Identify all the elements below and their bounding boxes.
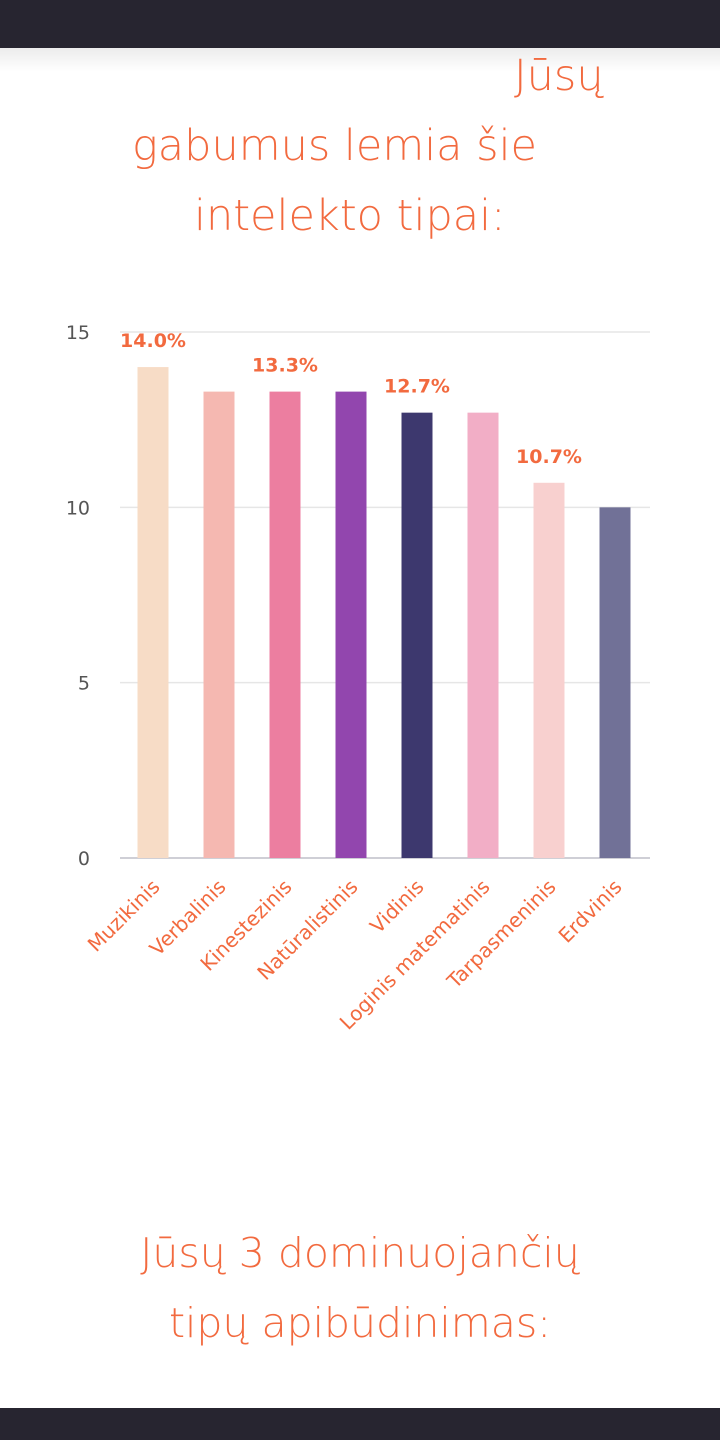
bar (467, 412, 499, 858)
navigation-bar (0, 1408, 720, 1440)
bar (137, 367, 169, 858)
status-bar (0, 0, 720, 48)
bar (599, 507, 631, 858)
x-tick-label: Vidinis (365, 875, 428, 938)
section-title: Jūsų 3 dominuojančių tipų apibūdinimas: (0, 1218, 720, 1358)
bar (203, 391, 235, 858)
y-tick-label: 5 (78, 673, 90, 695)
bar (533, 482, 565, 858)
y-tick-label: 15 (66, 322, 90, 344)
y-tick-label: 10 (66, 497, 90, 519)
section-title-line-2: tipų apibūdinimas: (168, 1299, 552, 1347)
bar (401, 412, 433, 858)
data-label: 14.0% (120, 330, 186, 352)
page-title-line-3: intelekto tipai: (194, 191, 506, 241)
data-label: 13.3% (252, 355, 318, 377)
data-label: 10.7% (516, 446, 582, 468)
bar (269, 391, 301, 858)
page-title-line-2: gabumus lemia šie (132, 121, 537, 171)
x-tick-label: Erdvinis (554, 875, 627, 948)
section-title-line-1: Jūsų 3 dominuojančių (140, 1229, 580, 1277)
y-tick-label: 0 (78, 848, 90, 870)
page-title-line-1: Jūsų (514, 51, 604, 101)
bar (335, 391, 367, 858)
header-shadow (0, 48, 720, 72)
data-label: 12.7% (384, 376, 450, 398)
